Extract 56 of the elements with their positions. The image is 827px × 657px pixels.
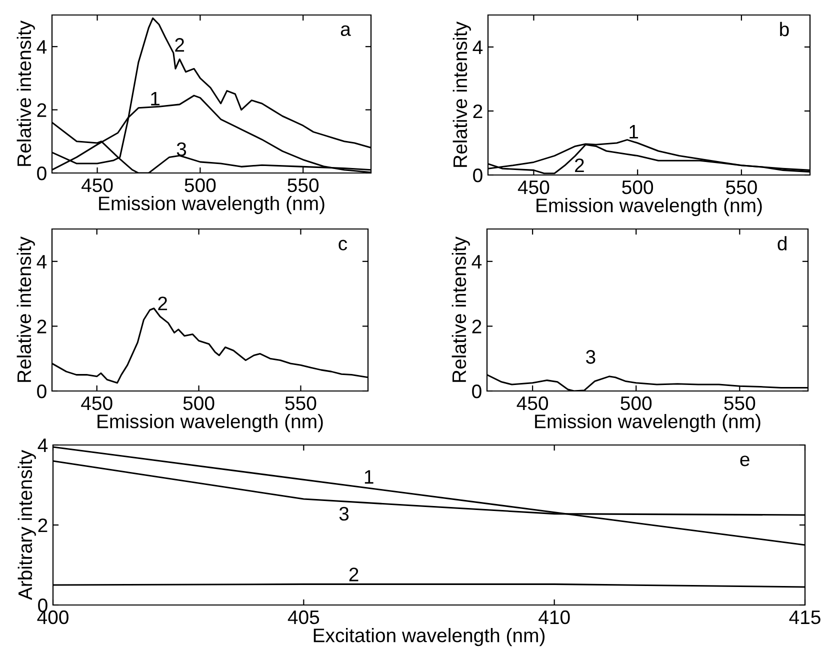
y-tick-label: 2 — [37, 320, 46, 334]
y-tick-label: 2 — [472, 320, 482, 334]
x-tick-label: 550 — [724, 396, 756, 410]
annotation: 2 — [349, 568, 358, 582]
x-tick-label: 400 — [37, 610, 68, 624]
y-tick-label: 0 — [473, 168, 482, 182]
x-axis-title: Emission wavelength (nm) — [98, 414, 323, 432]
x-tick-label: 450 — [516, 396, 548, 410]
x-tick-label: 500 — [184, 178, 216, 192]
y-tick-label: 4 — [38, 438, 48, 452]
x-axis-title: Emission wavelength (nm) — [536, 198, 762, 216]
annotation: 1 — [630, 125, 638, 138]
x-tick-label: 405 — [288, 610, 320, 624]
x-tick-label: 500 — [183, 396, 214, 410]
x-axis-title: Emission wavelength (nm) — [535, 414, 760, 432]
annotation: 3 — [176, 142, 186, 156]
y-axis-title: Arbitrary intensity — [18, 450, 36, 600]
chart-title: b — [780, 22, 789, 36]
y-tick-label: 2 — [37, 103, 46, 117]
y-axis-title: Relative intensity — [16, 20, 35, 166]
annotation: 2 — [158, 296, 168, 310]
y-tick-label: 0 — [38, 598, 48, 612]
y-tick-label: 4 — [472, 40, 483, 54]
y-tick-label: 2 — [38, 518, 48, 532]
y-axis-title: Relative intensity — [16, 236, 35, 382]
y-tick-label: 0 — [37, 384, 46, 398]
x-tick-label: 550 — [288, 178, 319, 192]
annotation: 2 — [575, 158, 584, 172]
y-tick-label: 4 — [36, 40, 47, 54]
annotation: 3 — [586, 350, 596, 364]
annotation: 3 — [339, 506, 349, 521]
y-tick-label: 0 — [472, 384, 482, 398]
x-tick-label: 550 — [285, 396, 316, 410]
x-tick-label: 500 — [620, 396, 652, 410]
annotation: 1 — [364, 470, 374, 484]
y-tick-label: 4 — [472, 255, 482, 268]
x-tick-label: 450 — [82, 178, 113, 192]
x-tick-label: 450 — [81, 396, 112, 410]
y-axis-title: Relative intensity — [452, 236, 470, 382]
y-tick-label: 2 — [473, 104, 482, 118]
x-tick-label: 450 — [518, 180, 550, 194]
chart-title: c — [338, 240, 348, 250]
x-axis-title: Excitation wavelength (nm) — [314, 628, 545, 646]
x-tick-label: 410 — [538, 610, 570, 624]
chart-title: a — [340, 25, 351, 36]
y-tick-label: 0 — [37, 166, 46, 180]
x-tick-label: 550 — [726, 180, 757, 194]
y-tick-label: 4 — [36, 255, 47, 268]
annotation: 1 — [151, 92, 160, 106]
y-axis-title: Relative intensity — [452, 22, 471, 167]
x-tick-label: 415 — [789, 610, 820, 624]
x-tick-label: 500 — [622, 180, 654, 194]
annotation: 2 — [175, 38, 184, 52]
chart-title: d — [778, 236, 786, 250]
chart-title: e — [740, 456, 750, 466]
x-axis-title: Emission wavelength (nm) — [99, 196, 324, 214]
